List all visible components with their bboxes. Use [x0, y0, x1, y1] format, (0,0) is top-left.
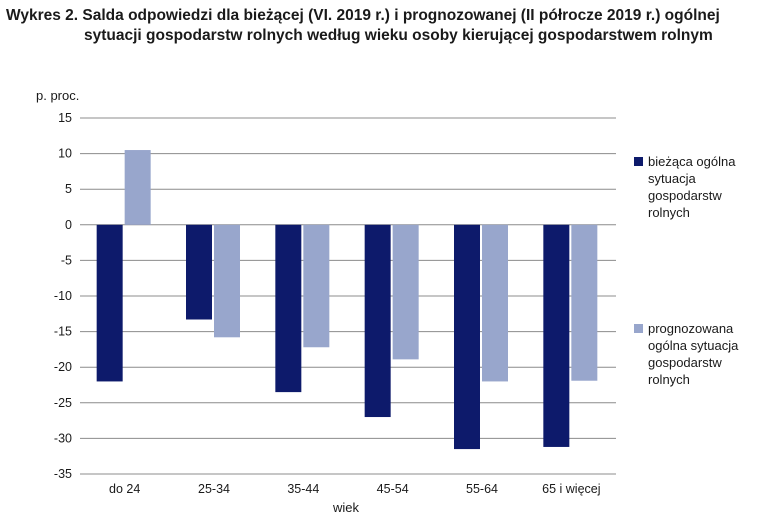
- bar-forecast: [482, 224, 508, 382]
- x-tick-label: 55-64: [466, 482, 498, 496]
- chart-title-line-1: Wykres 2. Salda odpowiedzi dla bieżącej …: [6, 7, 720, 24]
- chart-title-line-2: sytuacji gospodarstw rolnych według wiek…: [84, 27, 713, 44]
- bar-forecast: [303, 224, 330, 348]
- y-axis-unit-label: p. proc.: [36, 88, 80, 103]
- y-tick-label: 0: [65, 218, 72, 232]
- x-tick-label: 45-54: [377, 482, 409, 496]
- y-tick-label: -20: [54, 360, 72, 374]
- legend-item-current: bieżąca ogólna sytuacja gospodarstw roln…: [634, 153, 766, 221]
- bar-current: [275, 224, 302, 393]
- x-tick-label: 25-34: [198, 482, 230, 496]
- legend-swatch-forecast: [634, 324, 643, 333]
- y-tick-label: -35: [54, 467, 72, 481]
- y-tick-label: -5: [61, 253, 72, 267]
- legend-label-forecast: prognozowana ogólna sytuacja gospodarstw…: [648, 321, 739, 387]
- bar-current: [454, 224, 480, 450]
- bar-forecast: [214, 224, 240, 338]
- chart-title: Wykres 2. Salda odpowiedzi dla bieżącej …: [6, 6, 762, 46]
- bar-forecast: [571, 224, 598, 381]
- x-tick-labels: do 24 25-34 35-44 45-54 55-64 65 i więcej: [109, 482, 600, 496]
- y-tick-label: 15: [58, 111, 72, 125]
- y-tick-label: 10: [58, 147, 72, 161]
- y-tick-label: -30: [54, 431, 72, 445]
- x-tick-label: 35-44: [287, 482, 319, 496]
- x-axis-label: wiek: [333, 500, 360, 515]
- y-tick-label: -10: [54, 289, 72, 303]
- y-tick-label: -25: [54, 396, 72, 410]
- bar-forecast: [124, 150, 151, 225]
- bar-current: [96, 224, 123, 382]
- y-tick-label: 5: [65, 182, 72, 196]
- bar-current: [543, 224, 570, 447]
- legend-swatch-current: [634, 157, 643, 166]
- y-tick-labels: 15 10 5 0 -5 -10 -15 -20 -25 -30 -35: [54, 111, 72, 481]
- bar-current: [364, 224, 391, 418]
- legend-label-current: bieżąca ogólna sytuacja gospodarstw roln…: [648, 154, 736, 220]
- y-tick-label: -15: [54, 325, 72, 339]
- x-tick-label: 65 i więcej: [542, 482, 600, 496]
- gridlines: [80, 117, 616, 475]
- x-tick-label: do 24: [109, 482, 140, 496]
- bar-forecast: [392, 224, 419, 360]
- bars: [96, 150, 598, 450]
- bar-current: [186, 224, 212, 320]
- legend-item-forecast: prognozowana ogólna sytuacja gospodarstw…: [634, 320, 766, 388]
